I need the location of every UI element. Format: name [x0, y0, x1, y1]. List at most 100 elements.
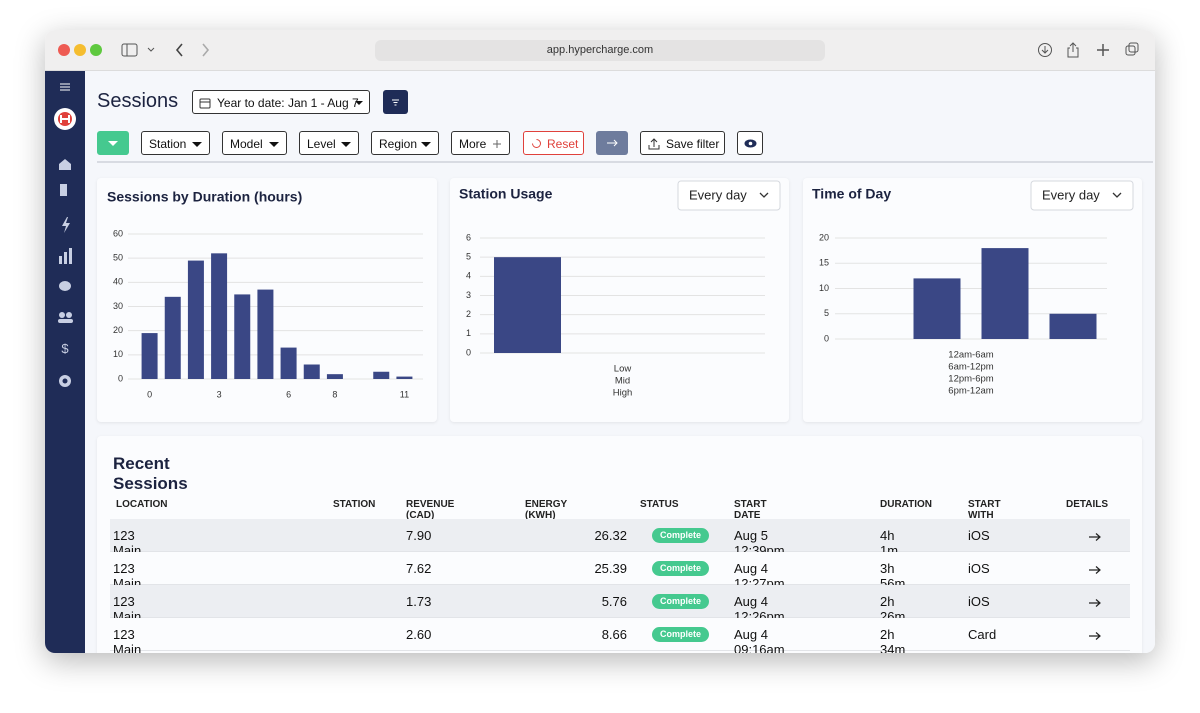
bar: [981, 248, 1029, 339]
bar: [187, 260, 204, 379]
close-button[interactable]: [58, 44, 70, 56]
billing-icon[interactable]: $: [61, 341, 69, 356]
details-link[interactable]: [1088, 530, 1102, 542]
nav-icons[interactable]: [120, 40, 220, 60]
filter-toggle-button[interactable]: [383, 90, 408, 114]
filter-label: Model: [230, 137, 263, 151]
arrow-icon: [607, 139, 618, 147]
more-button[interactable]: More: [451, 131, 510, 155]
forward-icon[interactable]: [202, 43, 210, 57]
upload-icon: [648, 138, 660, 150]
bar: [141, 333, 158, 379]
date-range: Year to date: Jan 1 - Aug 7: [217, 96, 359, 110]
y-tick-label: 15: [819, 258, 829, 268]
energy-cell: 5.76: [601, 594, 627, 609]
date-range-button[interactable]: Year to date: Jan 1 - Aug 7: [192, 90, 370, 114]
y-tick-label: 60: [113, 228, 123, 238]
url-bar[interactable]: app.hypercharge.com: [375, 40, 825, 61]
dropdown-icon[interactable]: [147, 47, 155, 52]
y-tick-label: 0: [824, 333, 829, 343]
caret: [341, 142, 351, 147]
reset-button[interactable]: Reset: [523, 131, 584, 155]
tabs-icon[interactable]: [1125, 45, 1136, 56]
chart-title: Sessions by Duration (hours): [107, 189, 302, 205]
energy-cell: 25.39: [594, 561, 627, 576]
menu-icon[interactable]: [60, 83, 70, 91]
chevron: [759, 192, 769, 198]
download-icon: [1041, 46, 1049, 54]
minimize-button[interactable]: [74, 44, 86, 56]
y-tick-label: 0: [466, 347, 471, 357]
start-date-cell: Aug 4 09:16am: [734, 627, 785, 657]
new-tab-icon[interactable]: [1097, 44, 1109, 56]
y-tick-label: 10: [113, 349, 123, 359]
charge-icon[interactable]: [62, 217, 70, 233]
bar: [303, 364, 320, 379]
revenue-cell: 2.60: [406, 627, 432, 642]
bar: [326, 374, 343, 379]
caret: [192, 142, 202, 147]
x-tick-label: Mid: [615, 376, 630, 387]
caret: [421, 142, 431, 147]
download-icon[interactable]: [1038, 43, 1052, 57]
x-tick-label: 3: [217, 389, 222, 399]
caret: [355, 101, 363, 105]
period-dropdown[interactable]: [1030, 180, 1134, 211]
revenue-cell: 1.73: [406, 594, 432, 609]
stats-icon[interactable]: [59, 256, 62, 264]
stats-icon: [69, 248, 72, 264]
chevron: [1112, 192, 1122, 198]
status-badge: Complete: [652, 594, 709, 609]
column-header: START WITH: [968, 499, 1001, 521]
filter-button[interactable]: Region: [371, 131, 439, 155]
sidebar-icon[interactable]: [121, 43, 138, 57]
y-tick-label: 5: [466, 252, 471, 262]
details-link[interactable]: [1088, 563, 1102, 575]
caret: [108, 141, 118, 146]
visibility-button[interactable]: [737, 131, 763, 155]
filter-icon: [392, 99, 399, 106]
y-tick-label: 0: [118, 373, 123, 383]
save-filter-button[interactable]: Save filter: [640, 131, 725, 155]
y-tick-label: 20: [113, 325, 123, 335]
station-icon[interactable]: [60, 184, 67, 196]
bar: [494, 257, 561, 353]
status-badge: Complete: [652, 528, 709, 543]
logo: [60, 115, 70, 123]
details-link[interactable]: [1088, 596, 1102, 608]
users-icon[interactable]: [59, 312, 65, 318]
duration-cell: 2h 34m: [880, 627, 906, 657]
share-icon[interactable]: [1067, 42, 1079, 58]
chat-icon[interactable]: [59, 281, 71, 291]
filter-button[interactable]: Model: [222, 131, 287, 155]
zoom-button[interactable]: [90, 44, 102, 56]
apply-button[interactable]: [596, 131, 628, 155]
start-with-cell: iOS: [968, 561, 990, 576]
bar: [373, 371, 390, 379]
filter-label: Region: [379, 137, 418, 151]
chart-title: Station Usage: [459, 186, 553, 202]
bar: [234, 294, 251, 379]
arrow-icon: [1089, 533, 1101, 541]
chart-card: [803, 178, 1142, 422]
y-tick-label: 4: [466, 271, 471, 281]
table-row: [110, 585, 1130, 618]
back-icon[interactable]: [175, 43, 183, 57]
divider: [97, 161, 1153, 163]
start-with-cell: iOS: [968, 528, 990, 543]
filter-button[interactable]: Station: [141, 131, 210, 155]
arrow-icon: [1089, 566, 1101, 574]
sidebar-icons: $: [54, 83, 76, 387]
status-filter-button[interactable]: [97, 131, 129, 155]
calendar-icon: [199, 98, 211, 109]
home-icon[interactable]: [59, 159, 71, 170]
caret: [269, 142, 279, 147]
bar: [211, 253, 228, 379]
column-header: STATUS: [640, 499, 679, 510]
filter-button[interactable]: Level: [299, 131, 359, 155]
y-tick-label: 3: [466, 290, 471, 300]
period-dropdown[interactable]: [677, 180, 781, 211]
details-link[interactable]: [1088, 629, 1102, 641]
users-icon: [58, 319, 73, 323]
